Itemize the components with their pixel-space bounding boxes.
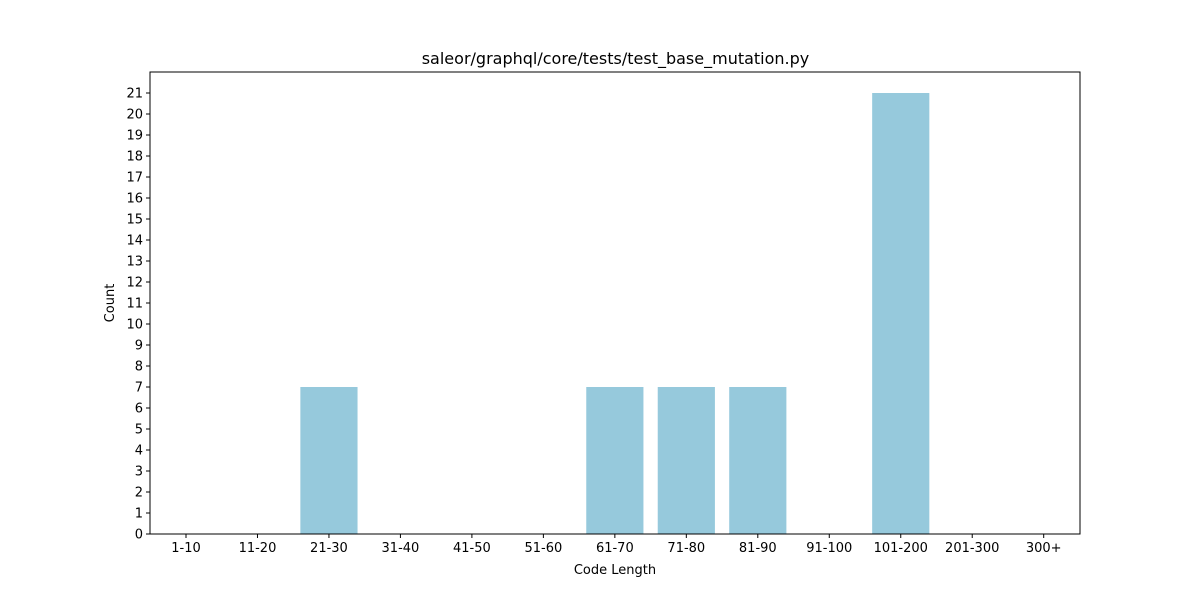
y-tick-label: 1	[135, 507, 143, 522]
y-tick-label: 6	[135, 402, 143, 417]
plot-frame	[149, 71, 1081, 535]
x-tick-label: 31-40	[382, 541, 420, 556]
x-tick-label: 81-90	[739, 541, 777, 556]
x-tick-label: 11-20	[239, 541, 277, 556]
y-tick-label: 18	[126, 150, 143, 165]
y-tick-label: 5	[135, 423, 143, 438]
y-tick-label: 9	[135, 339, 143, 354]
y-tick-label: 12	[126, 276, 143, 291]
x-axis-title: Code Length	[574, 563, 656, 578]
x-tick-label: 21-30	[310, 541, 348, 556]
y-tick-label: 13	[126, 255, 143, 270]
y-tick-label: 0	[135, 528, 143, 543]
y-tick-label: 15	[126, 213, 143, 228]
x-tick-label: 1-10	[171, 541, 201, 556]
x-tick-label: 300+	[1026, 541, 1062, 556]
y-tick-label: 19	[126, 129, 143, 144]
y-tick-label: 17	[126, 171, 143, 186]
y-tick-label: 21	[126, 87, 143, 102]
x-tick-label: 61-70	[596, 541, 634, 556]
y-tick-label: 16	[126, 192, 143, 207]
y-tick-label: 10	[126, 318, 143, 333]
bar-81-90	[729, 387, 787, 534]
y-tick-label: 2	[135, 486, 143, 501]
y-tick-label: 14	[126, 234, 143, 249]
y-tick-label: 20	[126, 108, 143, 123]
bar-21-30	[300, 387, 358, 534]
chart-title: saleor/graphql/core/tests/test_base_muta…	[422, 49, 810, 69]
bars	[300, 93, 930, 534]
x-tick-label: 41-50	[453, 541, 491, 556]
y-tick-label: 7	[135, 381, 143, 396]
x-tick-label: 201-300	[945, 541, 999, 556]
y-tick-label: 11	[126, 297, 143, 312]
bar-71-80	[657, 387, 715, 534]
x-tick-label: 91-100	[806, 541, 852, 556]
bar-101-200	[872, 93, 930, 534]
x-tick-label: 101-200	[874, 541, 928, 556]
x-tick-label: 71-80	[667, 541, 705, 556]
x-axis-ticks: 1-10 11-20 21-30 31-40 41-50 51-60 61-70 71-80 8…	[171, 534, 1062, 556]
y-tick-label: 3	[135, 465, 143, 480]
x-tick-label: 51-60	[524, 541, 562, 556]
y-tick-label: 8	[135, 360, 143, 375]
y-tick-label: 4	[135, 444, 143, 459]
y-axis-title: Count	[103, 284, 118, 323]
bar-61-70	[586, 387, 644, 534]
